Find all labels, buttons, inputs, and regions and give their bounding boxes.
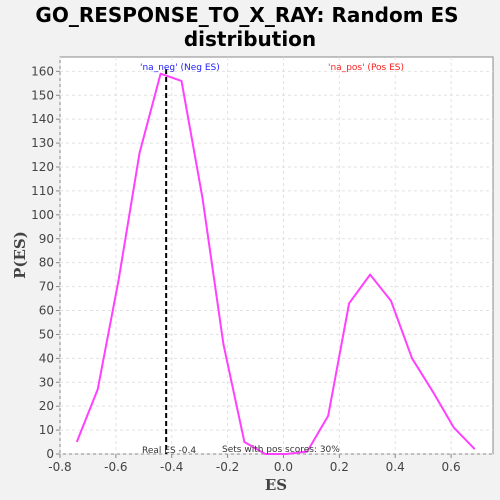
y-tick-label: 160 [31,64,54,78]
y-tick-label: 60 [39,304,54,318]
axes: 0 10 20 30 40 50 60 70 80 90 100 110 120 130 140 150 160… [31,64,461,474]
neg-es-label: 'na_neg' (Neg ES) [140,63,220,73]
y-tick-label: 90 [39,232,54,246]
grid-lines [59,57,493,455]
y-tick-label: 140 [31,112,54,126]
x-tick-label: 0.6 [442,460,461,474]
x-tick-label: -0.2 [216,460,239,474]
x-axis-title: ES [265,476,287,494]
x-tick-label: 0.0 [274,460,293,474]
y-tick-label: 30 [39,375,54,389]
chart-title-line-1: GO_RESPONSE_TO_X_RAY: Random ES [35,3,458,27]
real-es-label: Real ES -0.4 [142,446,196,456]
y-tick-label: 50 [39,327,54,341]
y-tick-label: 150 [31,88,54,102]
es-distribution-line [75,72,476,455]
y-tick-label: 40 [39,351,54,365]
y-tick-label: 100 [31,208,54,222]
x-tick-label: -0.6 [104,460,127,474]
y-tick-label: 110 [31,184,54,198]
pos-es-label: 'na_pos' (Pos ES) [328,63,404,73]
y-tick-label: 20 [39,399,54,413]
y-tick-label: 80 [39,256,54,270]
x-tick-label: 0.2 [330,460,349,474]
y-axis-title: P(ES) [11,231,29,279]
x-tick-label: 0.4 [386,460,405,474]
plot-area [59,56,494,455]
annotations: 'na_neg' (Neg ES) 'na_pos' (Pos ES) Real E… [140,63,404,456]
y-tick-label: 120 [31,160,54,174]
x-tick-label: -0.8 [48,460,71,474]
y-tick-label: 0 [46,447,54,461]
y-tick-label: 10 [39,423,54,437]
chart-title-line-2: distribution [184,27,316,51]
y-tick-label: 130 [31,136,54,150]
y-tick-label: 70 [39,280,54,294]
x-tick-label: -0.4 [160,460,183,474]
pos-scores-label: Sets with pos scores: 30% [222,445,340,455]
series-layer [75,72,476,455]
